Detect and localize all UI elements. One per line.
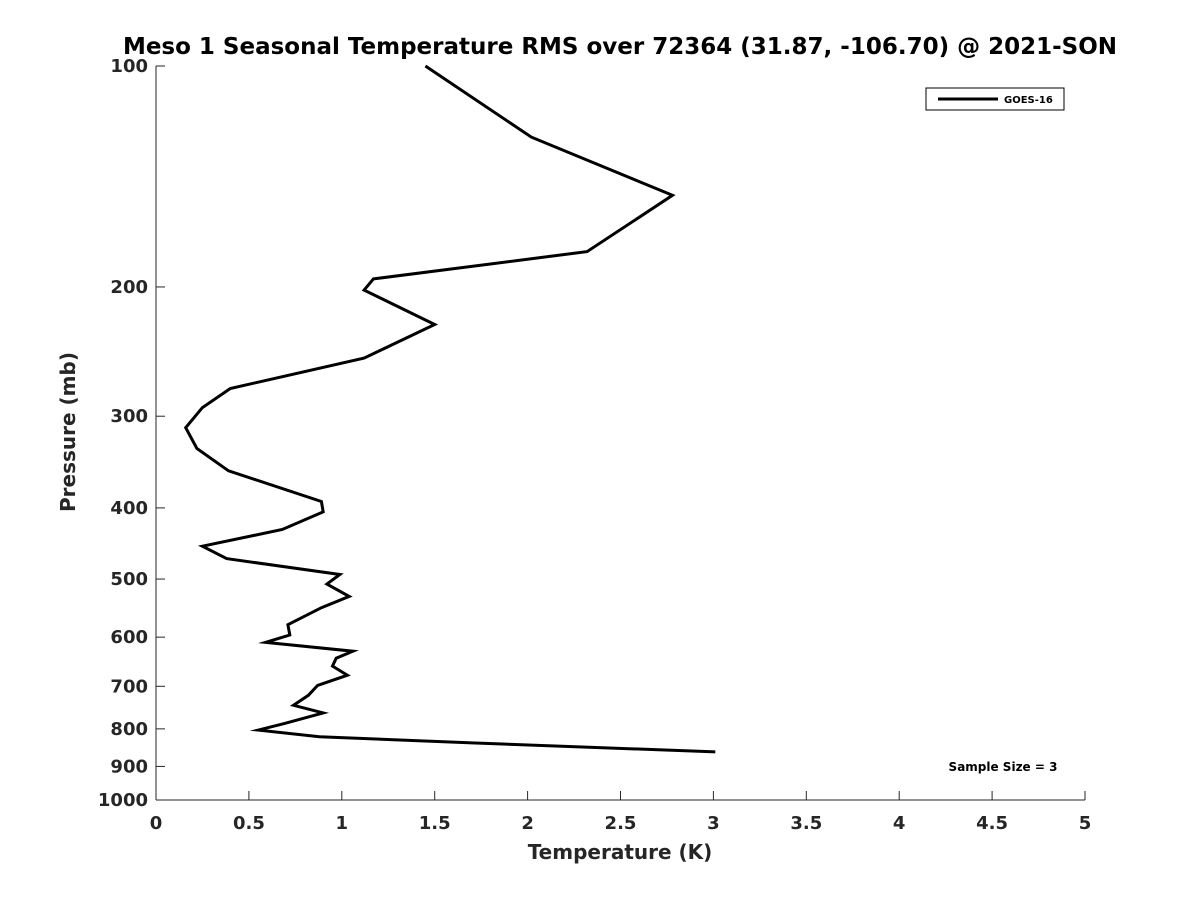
x-tick-label: 4 <box>893 813 906 834</box>
x-tick-label: 1 <box>336 813 349 834</box>
plot-series <box>183 64 716 754</box>
x-tick-label: 5 <box>1079 813 1092 834</box>
sample-size-annotation: Sample Size = 3 <box>949 760 1058 774</box>
y-axis-ticks: 100 200 300 400 500 600 700 800 900 1000 <box>98 56 165 811</box>
y-tick-label: 600 <box>110 627 148 648</box>
y-tick-label: 400 <box>110 498 148 519</box>
y-tick-label: 1000 <box>98 790 148 811</box>
x-tick-label: 3.5 <box>790 813 822 834</box>
y-tick-label: 300 <box>110 406 148 427</box>
x-tick-label: 0.5 <box>233 813 265 834</box>
x-tick-label: 1.5 <box>419 813 451 834</box>
y-axis-label: Pressure (mb) <box>56 352 80 512</box>
x-tick-label: 3 <box>707 813 720 834</box>
legend: GOES-16 <box>925 87 1065 111</box>
series-line-goes-16 <box>183 64 716 754</box>
y-tick-label: 200 <box>110 277 148 298</box>
y-tick-label: 900 <box>110 756 148 777</box>
x-tick-label: 2 <box>521 813 534 834</box>
chart-title: Meso 1 Seasonal Temperature RMS over 723… <box>123 34 1117 60</box>
y-tick-label: 100 <box>110 56 148 77</box>
x-tick-label: 4.5 <box>976 813 1008 834</box>
x-axis-label: Temperature (K) <box>528 840 713 864</box>
y-tick-label: 800 <box>110 719 148 740</box>
x-axis-ticks: 0 0.5 1 1.5 2 2.5 3 3.5 4 4.5 5 <box>150 791 1092 834</box>
x-tick-label: 2.5 <box>605 813 637 834</box>
legend-label-goes-16: GOES-16 <box>1004 95 1053 106</box>
x-tick-label: 0 <box>150 813 163 834</box>
y-tick-label: 500 <box>110 569 148 590</box>
y-tick-label: 700 <box>110 676 148 697</box>
